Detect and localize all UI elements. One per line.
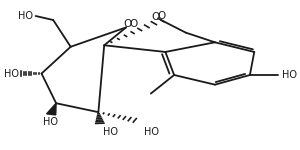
Text: HO: HO xyxy=(103,127,118,137)
Polygon shape xyxy=(46,103,56,115)
Text: HO: HO xyxy=(18,11,33,21)
Text: O: O xyxy=(129,20,137,29)
Text: O: O xyxy=(157,11,165,21)
Text: HO: HO xyxy=(143,127,158,137)
Text: O: O xyxy=(123,19,132,29)
Text: O: O xyxy=(151,12,160,22)
Text: HO: HO xyxy=(4,69,19,78)
Text: HO: HO xyxy=(43,117,58,127)
Text: HO: HO xyxy=(282,70,297,80)
